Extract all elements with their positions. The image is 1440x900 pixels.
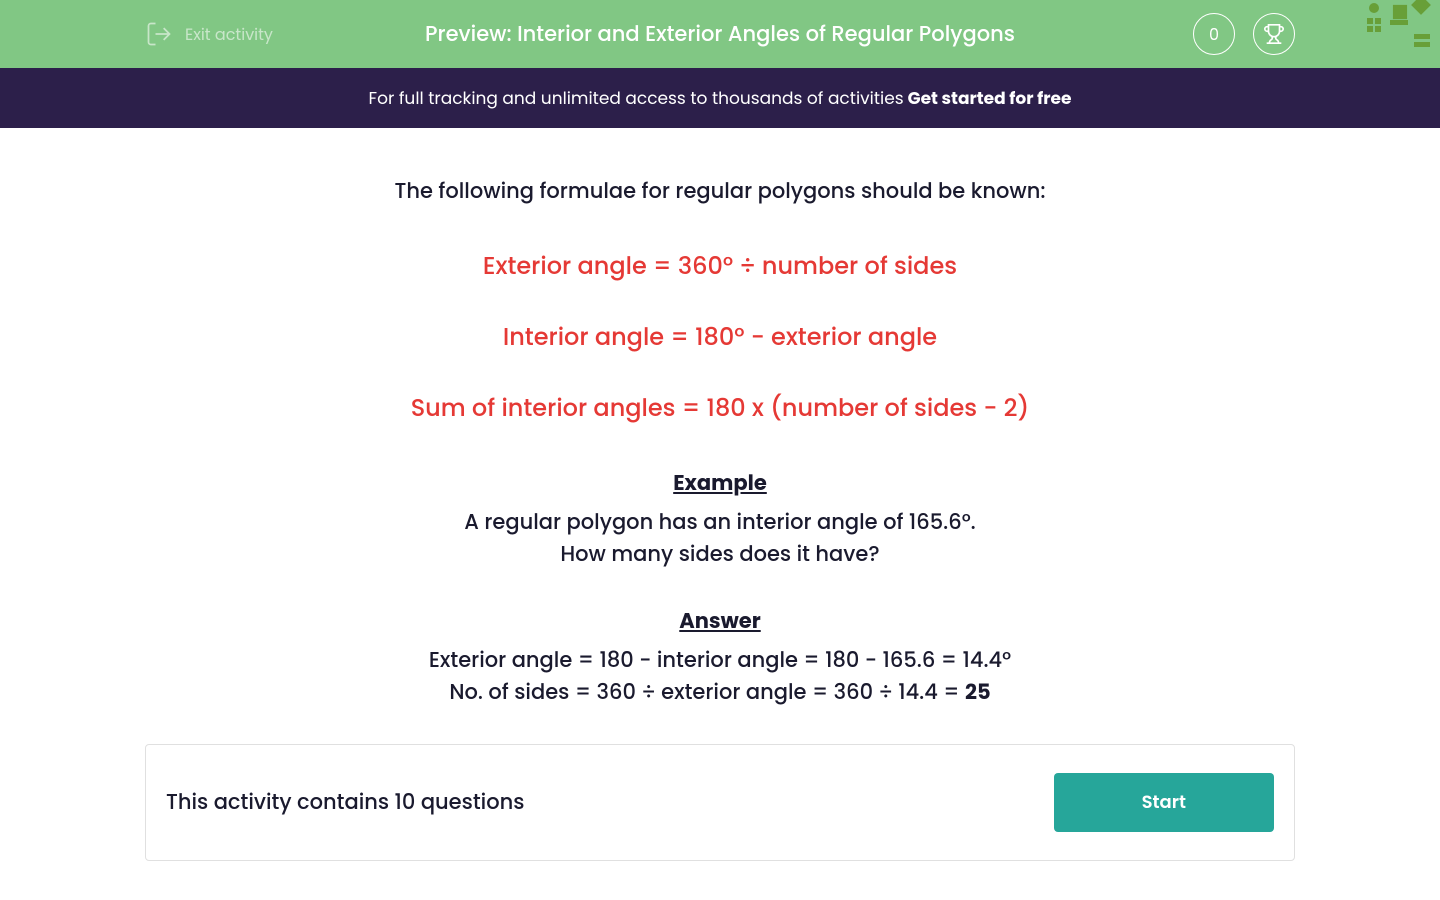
answer-line-1: Exterior angle = 180 - interior angle = …: [0, 645, 1440, 677]
main-content: The following formulae for regular polyg…: [0, 128, 1440, 861]
answer-block: Answer Exterior angle = 180 - interior a…: [0, 606, 1440, 708]
formula-exterior-angle: Exterior angle = 360° ÷ number of sides: [0, 249, 1440, 284]
activity-info: This activity contains 10 questions: [166, 787, 524, 818]
brand-logo: [1362, 0, 1432, 53]
page-title: Preview: Interior and Exterior Angles of…: [425, 19, 1015, 50]
banner-text: For full tracking and unlimited access t…: [369, 85, 904, 111]
header-controls: 0: [1193, 13, 1295, 55]
score-indicator[interactable]: 0: [1193, 13, 1235, 55]
exit-activity-button[interactable]: Exit activity: [145, 20, 273, 48]
score-value: 0: [1209, 22, 1219, 47]
banner-cta-link: Get started for free: [908, 85, 1072, 111]
example-line-1: A regular polygon has an interior angle …: [0, 507, 1440, 539]
formula-sum-interior: Sum of interior angles = 180 x (number o…: [0, 391, 1440, 426]
start-button[interactable]: Start: [1054, 773, 1274, 832]
exit-icon: [145, 20, 173, 48]
exit-label: Exit activity: [185, 22, 273, 47]
app-header: Exit activity Preview: Interior and Exte…: [0, 0, 1440, 68]
answer-line-2: No. of sides = 360 ÷ exterior angle = 36…: [0, 677, 1440, 709]
promo-banner[interactable]: For full tracking and unlimited access t…: [0, 68, 1440, 128]
example-heading: Example: [0, 468, 1440, 499]
trophy-icon: [1263, 23, 1285, 45]
example-line-2: How many sides does it have?: [0, 539, 1440, 571]
activity-bar: This activity contains 10 questions Star…: [145, 744, 1295, 861]
answer-line-2-prefix: No. of sides = 360 ÷ exterior angle = 36…: [449, 678, 965, 707]
intro-text: The following formulae for regular polyg…: [0, 176, 1440, 207]
formula-interior-angle: Interior angle = 180° - exterior angle: [0, 320, 1440, 355]
trophy-button[interactable]: [1253, 13, 1295, 55]
answer-heading: Answer: [0, 606, 1440, 637]
example-block: Example A regular polygon has an interio…: [0, 468, 1440, 570]
answer-result: 25: [965, 678, 991, 707]
